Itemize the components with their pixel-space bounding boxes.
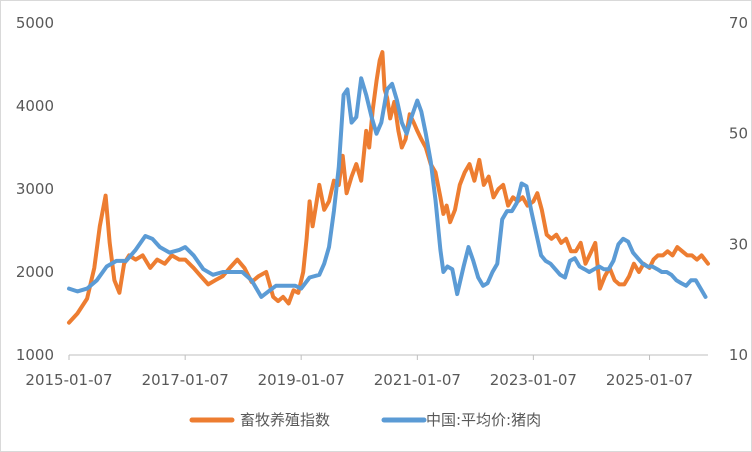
y-left-axis-labels: 1000 2000 3000 4000 5000 — [16, 14, 54, 364]
x-tick-label: 2017-01-07 — [142, 371, 229, 389]
plot-area: 2015-01-07 2017-01-07 2019-01-07 2021-01-07… — [16, 14, 748, 389]
y-left-tick-label: 1000 — [16, 346, 54, 364]
x-tick-label: 2019-01-07 — [258, 371, 345, 389]
legend: 畜牧养殖指数 中国:平均价:猪肉 — [189, 411, 541, 429]
x-axis-ticks — [68, 355, 651, 360]
y-right-tick-label: 70 — [729, 14, 748, 32]
y-left-tick-label: 4000 — [16, 97, 54, 115]
y-right-tick-label: 50 — [729, 125, 748, 143]
y-left-tick-label: 5000 — [16, 14, 54, 32]
legend-label-pork-price: 中国:平均价:猪肉 — [426, 411, 541, 429]
x-tick-label: 2025-01-07 — [606, 371, 693, 389]
x-tick-label: 2023-01-07 — [490, 371, 577, 389]
legend-label-livestock-index: 畜牧养殖指数 — [240, 411, 330, 429]
series-line-pork-price — [67, 76, 708, 299]
x-axis-labels: 2015-01-07 2017-01-07 2019-01-07 2021-01-07… — [25, 371, 693, 389]
y-right-tick-label: 10 — [729, 346, 748, 364]
y-left-tick-label: 3000 — [16, 180, 54, 198]
x-tick-label: 2015-01-07 — [25, 371, 112, 389]
y-right-tick-label: 30 — [729, 235, 748, 253]
y-left-tick-label: 2000 — [16, 263, 54, 281]
x-tick-label: 2021-01-07 — [374, 371, 461, 389]
y-right-axis-labels: 10 30 50 70 — [729, 14, 748, 364]
